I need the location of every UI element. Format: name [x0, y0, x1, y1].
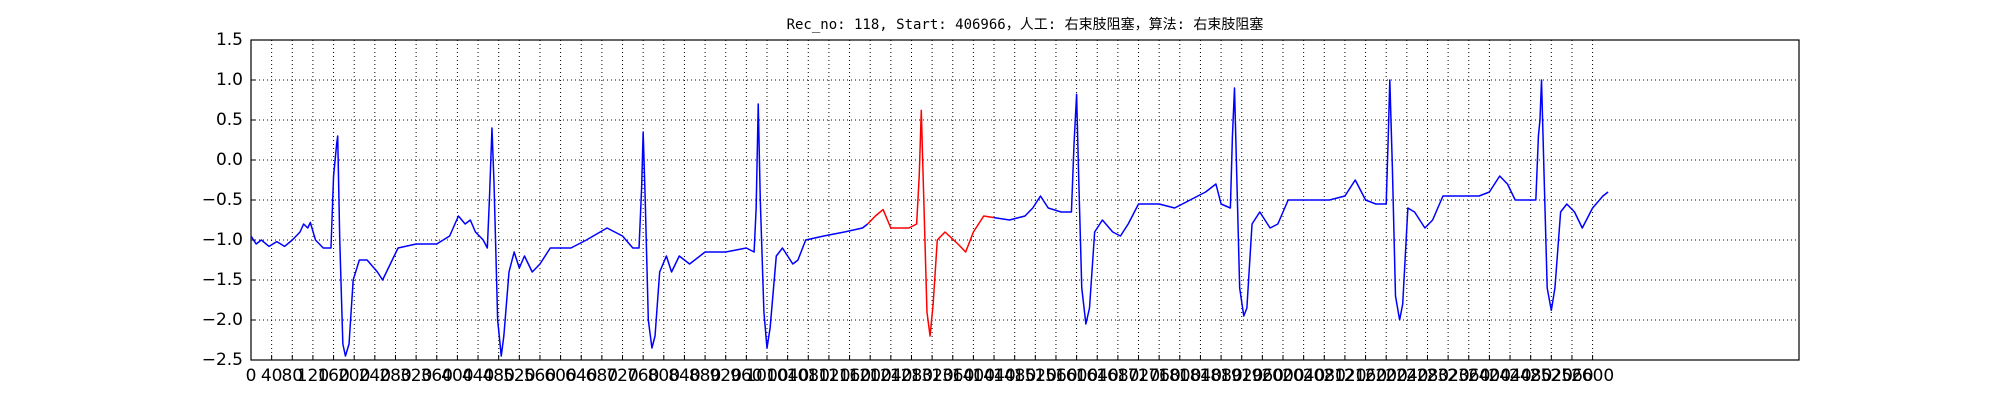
x-tick-label: 1520	[1014, 366, 1057, 386]
x-tick-label: 720	[606, 366, 638, 386]
x-tick-label: 0	[246, 366, 257, 386]
x-tick-label: 1360	[931, 366, 974, 386]
x-tick-label: 1880	[1199, 366, 1242, 386]
x-tick-label: 80	[281, 366, 303, 386]
x-tick-label: 2480	[1509, 366, 1552, 386]
x-tick-label: 800	[648, 366, 680, 386]
x-tick-label: 1240	[869, 366, 912, 386]
x-tick-label: 560	[524, 366, 556, 386]
x-tick-label: 1200	[849, 366, 892, 386]
ecg-line	[250, 79, 1609, 357]
x-tick-label: 480	[482, 366, 514, 386]
y-tick-label: −0.5	[202, 190, 243, 210]
x-tick-label: 240	[359, 366, 391, 386]
x-tick-label: 1040	[766, 366, 809, 386]
x-tick-label: 1920	[1220, 366, 1263, 386]
x-tick-label: 2360	[1447, 366, 1490, 386]
x-tick-label: 2320	[1426, 366, 1469, 386]
x-tick-label: 960	[730, 366, 762, 386]
x-tick-label: 1120	[807, 366, 850, 386]
x-tick-label: 760	[627, 366, 659, 386]
x-tick-label: 1480	[993, 366, 1036, 386]
x-tick-label: 2280	[1406, 366, 1449, 386]
y-tick-label: 1.5	[216, 30, 243, 50]
x-tick-label: 2600	[1571, 366, 1614, 386]
x-tick-label: 1840	[1179, 366, 1222, 386]
y-tick-label: −2.0	[202, 310, 243, 330]
ecg-line	[867, 109, 995, 337]
x-tick-label: 40	[261, 366, 283, 386]
x-tick-label: 640	[565, 366, 597, 386]
x-tick-label: 2440	[1488, 366, 1531, 386]
x-tick-label: 2160	[1344, 366, 1387, 386]
x-tick-label: 840	[668, 366, 700, 386]
y-tick-label: 1.0	[216, 70, 243, 90]
x-tick-label: 2520	[1530, 366, 1573, 386]
x-tick-label: 200	[338, 366, 370, 386]
x-tick-label: 400	[441, 366, 473, 386]
y-tick-label: −1.5	[202, 270, 243, 290]
x-tick-label: 680	[586, 366, 618, 386]
x-tick-label: 600	[544, 366, 576, 386]
x-tick-label: 1960	[1241, 366, 1284, 386]
x-tick-label: 2400	[1468, 366, 1511, 386]
y-tick-label: −2.5	[202, 350, 243, 370]
x-tick-label: 1080	[787, 366, 830, 386]
y-tick-label: −1.0	[202, 230, 243, 250]
x-tick-label: 320	[400, 366, 432, 386]
x-tick-label: 1000	[745, 366, 788, 386]
x-tick-label: 1280	[890, 366, 933, 386]
x-tick-label: 1600	[1055, 366, 1098, 386]
x-tick-label: 360	[421, 366, 453, 386]
x-tick-label: 520	[503, 366, 535, 386]
x-tick-label: 1800	[1158, 366, 1201, 386]
x-tick-label: 1440	[972, 366, 1015, 386]
x-tick-label: 2080	[1303, 366, 1346, 386]
x-tick-label: 1680	[1096, 366, 1139, 386]
x-tick-label: 2040	[1282, 366, 1325, 386]
x-tick-label: 1320	[910, 366, 953, 386]
grid-layer	[250, 39, 1799, 361]
x-tick-label: 1400	[952, 366, 995, 386]
chart-title: Rec_no: 118, Start: 406966，人工: 右束肢阻塞，算法:…	[787, 16, 1264, 33]
x-tick-label: 2000	[1261, 366, 1304, 386]
x-tick-label: 120	[297, 366, 329, 386]
x-tick-label: 1760	[1138, 366, 1181, 386]
x-tick-label: 1560	[1034, 366, 1077, 386]
y-tick-label: 0.0	[216, 150, 243, 170]
x-tick-label: 880	[689, 366, 721, 386]
x-tick-label: 1720	[1117, 366, 1160, 386]
x-tick-label: 1640	[1076, 366, 1119, 386]
x-tick-label: 2560	[1550, 366, 1593, 386]
y-tick-label: 0.5	[216, 110, 243, 130]
x-tick-label: 920	[709, 366, 741, 386]
x-tick-label: 1160	[828, 366, 871, 386]
x-tick-label: 2200	[1365, 366, 1408, 386]
x-tick-label: 280	[379, 366, 411, 386]
x-tick-label: 2120	[1323, 366, 1366, 386]
x-tick-label: 440	[462, 366, 494, 386]
x-tick-label: 160	[317, 366, 349, 386]
x-tick-label: 2240	[1385, 366, 1428, 386]
